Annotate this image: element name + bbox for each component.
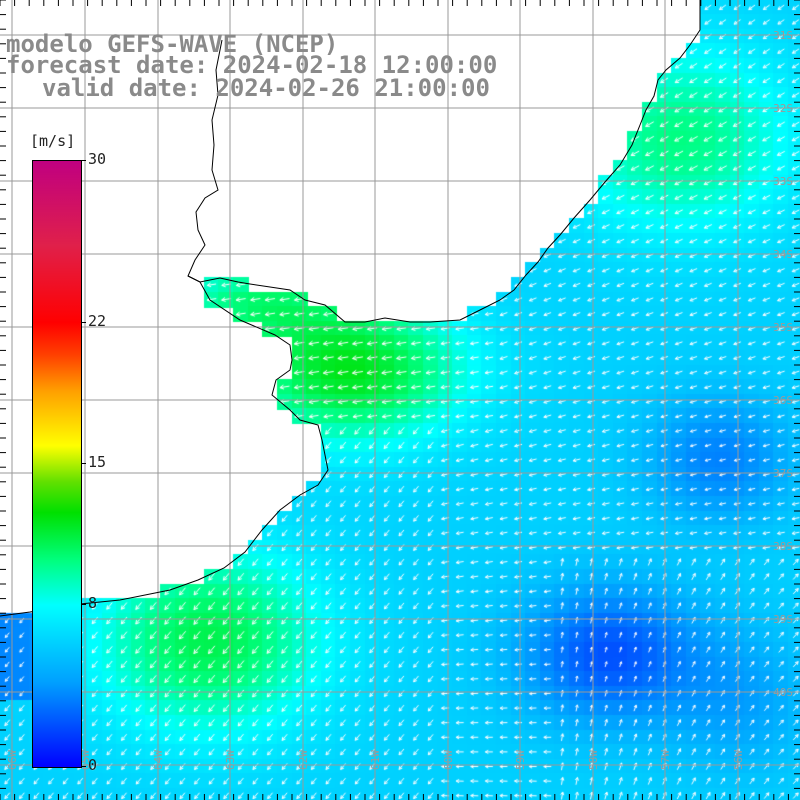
longitude-label: 57W <box>659 750 672 770</box>
longitude-label: 64W <box>152 750 165 770</box>
latitude-label: 31S <box>773 29 793 42</box>
longitude-label: 65W <box>79 750 92 770</box>
colorbar-tick-label: 22 <box>88 311 107 330</box>
coastline-north <box>187 0 701 323</box>
longitude-label: 61W <box>369 750 382 770</box>
longitude-label: 66W <box>6 750 19 770</box>
latitude-label: 34S <box>773 248 793 261</box>
latitude-label: 35S <box>773 321 793 334</box>
model-title: modelo GEFS-WAVE (NCEP) <box>6 30 339 58</box>
latitude-label: 36S <box>773 394 793 407</box>
longitude-label: 59W <box>514 750 527 770</box>
colorbar-tick <box>81 766 86 767</box>
colorbar-tick <box>81 604 86 606</box>
longitude-label: 63W <box>224 750 237 770</box>
colorbar-tick <box>81 321 86 323</box>
latitude-label: 32S <box>773 102 793 115</box>
forecast-date: forecast date: 2024-02-18 12:00:00 <box>6 51 498 79</box>
latitude-label: 38S <box>773 540 793 553</box>
colorbar-tick-label: 0 <box>88 756 98 774</box>
latitude-label: 33S <box>773 175 793 188</box>
colorbar-tick <box>81 160 86 161</box>
longitude-labels: 66W 65W 64W 63W 62W 61W 60W 59W 58W 57W 56W <box>6 750 745 770</box>
longitude-label: 62W <box>297 750 310 770</box>
colorbar-tick-label: 15 <box>88 453 107 471</box>
colorbar-gradient <box>32 160 82 768</box>
colorbar-unit: [m/s] <box>30 132 76 150</box>
colorbar-tick-label: 8 <box>88 594 98 613</box>
coastline-south <box>0 275 329 617</box>
longitude-label: 56W <box>732 750 745 770</box>
latitude-label: 40S <box>773 686 793 699</box>
latitude-label: 39S <box>773 613 793 626</box>
longitude-label: 58W <box>587 750 600 770</box>
longitude-label: 60W <box>442 750 455 770</box>
coastline <box>0 0 701 617</box>
latitude-label: 37S <box>773 467 793 480</box>
valid-date: valid date: 2024-02-26 21:00:00 <box>42 74 490 102</box>
latitude-labels: 31S 32S 33S 34S 35S 36S 37S 38S 39S 40S <box>773 29 793 699</box>
colorbar-tick <box>81 463 86 464</box>
colorbar-tick-label: 30 <box>88 150 107 168</box>
